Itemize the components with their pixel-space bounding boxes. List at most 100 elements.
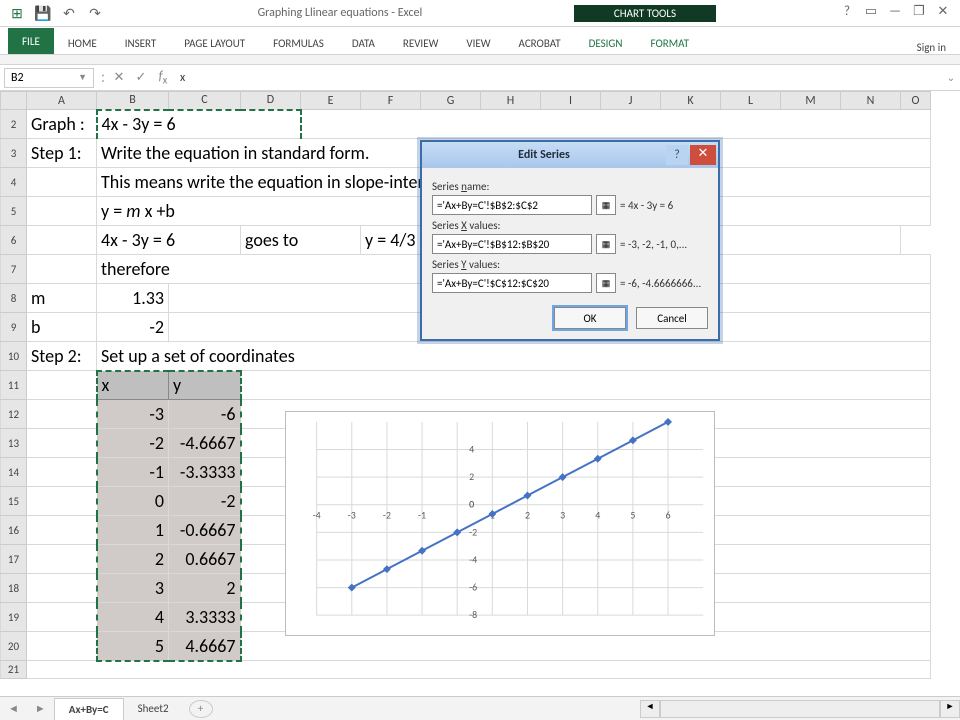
cell[interactable]: x (97, 371, 169, 400)
tab-formulas[interactable]: FORMULAS (259, 33, 338, 54)
col-header[interactable]: G (421, 92, 481, 110)
sheet-nav-prev-icon[interactable]: ◄ (0, 702, 27, 715)
hscroll-track[interactable] (660, 700, 940, 718)
tab-design[interactable]: DESIGN (575, 33, 637, 54)
col-header[interactable]: L (721, 92, 781, 110)
row-header[interactable]: 8 (1, 284, 27, 313)
cell[interactable]: -0.6667 (169, 516, 241, 545)
sign-in-link[interactable]: Sign in (917, 41, 960, 54)
fx-icon[interactable]: fx (152, 69, 174, 87)
col-header[interactable]: I (541, 92, 601, 110)
cell[interactable]: 1.33 (97, 284, 169, 313)
cell[interactable]: 4 (97, 603, 169, 632)
dialog-help-icon[interactable]: ? (666, 145, 688, 165)
cell[interactable]: Step 1: (27, 139, 97, 168)
name-box[interactable]: B2 ▼ (4, 68, 94, 88)
row-header[interactable]: 4 (1, 168, 27, 197)
cell[interactable]: goes to (241, 226, 361, 255)
row-header[interactable]: 16 (1, 516, 27, 545)
tab-page-layout[interactable]: PAGE LAYOUT (170, 33, 259, 54)
cell[interactable]: 4x - 3y = 6 (97, 226, 241, 255)
hscroll-left-icon[interactable]: ◄ (640, 700, 660, 718)
sheet-nav-next-icon[interactable]: ► (27, 702, 54, 715)
cell[interactable]: 2 (169, 574, 241, 603)
col-header[interactable]: M (781, 92, 841, 110)
cell[interactable]: -6 (169, 400, 241, 429)
row-header[interactable]: 10 (1, 342, 27, 371)
undo-icon[interactable]: ↶ (58, 2, 80, 24)
row-header[interactable]: 17 (1, 545, 27, 574)
range-select-icon[interactable]: ▦ (596, 273, 616, 293)
cell[interactable]: y (169, 371, 241, 400)
tab-insert[interactable]: INSERT (111, 33, 171, 54)
restore-icon[interactable]: ❐ (908, 4, 930, 22)
sheet-tab-active[interactable]: Ax+By=C (54, 698, 124, 720)
row-header[interactable]: 14 (1, 458, 27, 487)
cell[interactable]: -1 (97, 458, 169, 487)
help-icon[interactable]: ? (836, 4, 858, 22)
col-header[interactable]: C (169, 92, 241, 110)
tab-acrobat[interactable]: ACROBAT (505, 33, 575, 54)
ok-button[interactable]: OK (554, 307, 626, 329)
col-header[interactable]: A (27, 92, 97, 110)
close-icon[interactable]: ✕ (932, 4, 954, 22)
redo-icon[interactable]: ↷ (84, 2, 106, 24)
cell[interactable]: -2 (97, 313, 169, 342)
series-y-input[interactable] (432, 273, 592, 293)
row-header[interactable]: 18 (1, 574, 27, 603)
minimize-icon[interactable]: — (884, 4, 906, 22)
add-sheet-icon[interactable]: + (189, 700, 213, 718)
dialog-titlebar[interactable]: Edit Series ? ✕ (422, 142, 718, 168)
cell[interactable]: 3 (97, 574, 169, 603)
embedded-chart[interactable]: 420-2-4-6-8-4-3-2-10123456 (285, 411, 715, 636)
name-box-dropdown-icon[interactable]: ▼ (78, 72, 87, 83)
row-header[interactable]: 9 (1, 313, 27, 342)
select-all-corner[interactable] (1, 92, 27, 110)
save-icon[interactable]: 💾 (32, 2, 54, 24)
col-header[interactable]: H (481, 92, 541, 110)
cell[interactable]: Step 2: (27, 342, 97, 371)
row-header[interactable]: 7 (1, 255, 27, 284)
formula-input[interactable]: x (174, 71, 942, 85)
row-header[interactable]: 13 (1, 429, 27, 458)
cell[interactable]: Graph : (27, 110, 97, 139)
row-header[interactable]: 12 (1, 400, 27, 429)
col-header[interactable]: N (841, 92, 901, 110)
cell[interactable]: -2 (97, 429, 169, 458)
row-header[interactable]: 15 (1, 487, 27, 516)
tab-home[interactable]: HOME (54, 33, 111, 54)
cell[interactable]: 3.3333 (169, 603, 241, 632)
col-header[interactable]: K (661, 92, 721, 110)
col-header[interactable]: F (361, 92, 421, 110)
formula-expand-icon[interactable]: ⌄ (942, 71, 960, 84)
cell[interactable]: -3 (97, 400, 169, 429)
cell[interactable]: 0.6667 (169, 545, 241, 574)
col-header[interactable]: B (97, 92, 169, 110)
sheet-tab[interactable]: Sheet2 (124, 698, 183, 719)
cell[interactable]: b (27, 313, 97, 342)
row-header[interactable]: 11 (1, 371, 27, 400)
series-name-input[interactable] (432, 195, 592, 215)
hscroll-right-icon[interactable]: ► (940, 700, 960, 718)
col-header[interactable]: O (901, 92, 931, 110)
cell[interactable]: m (27, 284, 97, 313)
cell[interactable]: 5 (97, 632, 169, 661)
row-header[interactable]: 3 (1, 139, 27, 168)
col-header[interactable]: D (241, 92, 301, 110)
cell[interactable]: -2 (169, 487, 241, 516)
row-header[interactable]: 21 (1, 661, 27, 679)
cell[interactable]: 1 (97, 516, 169, 545)
row-header[interactable]: 2 (1, 110, 27, 139)
cell[interactable]: 4.6667 (169, 632, 241, 661)
range-select-icon[interactable]: ▦ (596, 195, 616, 215)
cell[interactable]: 0 (97, 487, 169, 516)
cell[interactable]: 4x - 3y = 6 (97, 110, 301, 139)
tab-view[interactable]: VIEW (452, 33, 504, 54)
col-header[interactable]: J (601, 92, 661, 110)
enter-fx-icon[interactable]: ✓ (130, 70, 152, 85)
tab-review[interactable]: REVIEW (389, 33, 453, 54)
row-header[interactable]: 6 (1, 226, 27, 255)
cancel-fx-icon[interactable]: ✕ (108, 70, 130, 85)
ribbon-options-icon[interactable]: ▭ (860, 4, 882, 22)
row-header[interactable]: 19 (1, 603, 27, 632)
